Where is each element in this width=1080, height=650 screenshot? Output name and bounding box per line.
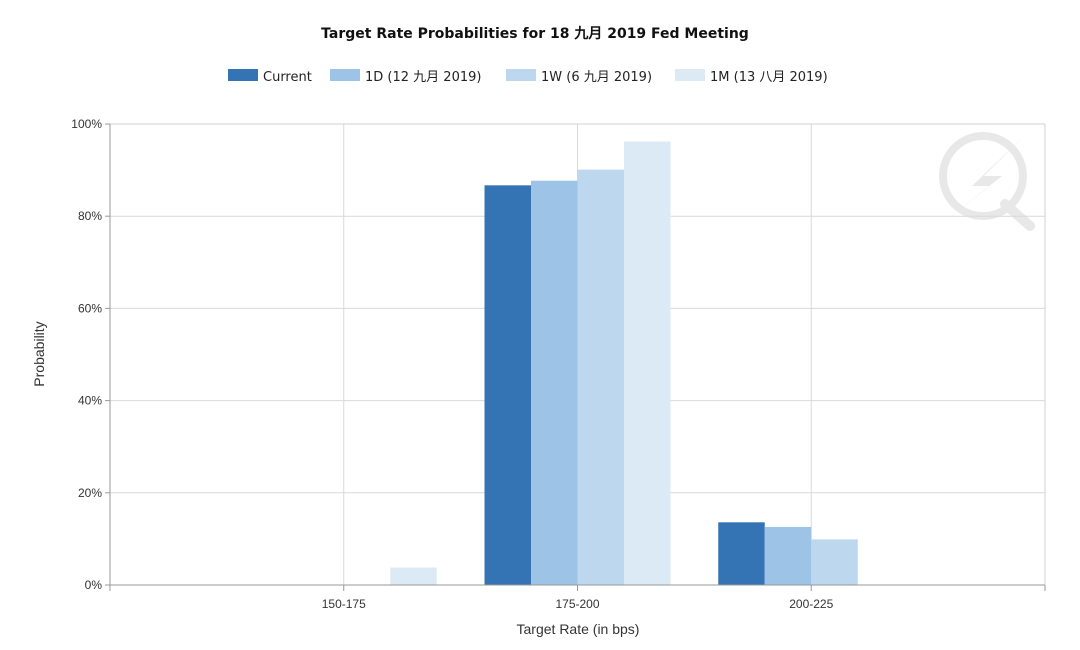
bar <box>764 526 812 585</box>
bar <box>577 169 624 585</box>
x-tick-label: 175-200 <box>555 597 599 611</box>
bar <box>531 180 578 585</box>
legend-label: 1M (13 八月 2019) <box>710 70 828 85</box>
x-axis-label: Target Rate (in bps) <box>517 621 640 637</box>
legend: Current 1D (12 九月 2019) 1W (6 九月 2019) 1M (… <box>228 69 828 85</box>
quote-lightning-logo-icon <box>939 132 1035 231</box>
y-tick-label: 100% <box>71 117 102 131</box>
y-tick-label: 40% <box>78 394 102 408</box>
bar <box>811 539 858 585</box>
y-tick-label: 20% <box>78 486 102 500</box>
legend-item: Current <box>228 69 312 85</box>
bar <box>718 522 765 585</box>
x-axis-ticks: 150-175 175-200 200-225 <box>109 585 1046 611</box>
legend-swatch <box>506 69 536 81</box>
legend-label: 1W (6 九月 2019) <box>541 70 652 85</box>
y-axis-ticks: 0% 20% 40% 60% 80% 100% <box>71 117 110 592</box>
x-tick-label: 150-175 <box>322 597 366 611</box>
legend-item: 1D (12 九月 2019) <box>330 69 481 85</box>
legend-label: Current <box>263 70 312 85</box>
legend-swatch <box>675 69 705 81</box>
legend-label: 1D (12 九月 2019) <box>365 70 481 85</box>
x-tick-label: 200-225 <box>789 597 833 611</box>
chart-title: Target Rate Probabilities for 18 九月 2019… <box>321 26 749 42</box>
y-tick-label: 0% <box>85 578 103 592</box>
bar <box>624 141 671 585</box>
bar <box>390 567 437 585</box>
legend-swatch <box>330 69 360 81</box>
y-axis-label: Probability <box>31 321 47 386</box>
y-tick-label: 80% <box>78 209 102 223</box>
legend-item: 1M (13 八月 2019) <box>675 69 828 85</box>
legend-swatch <box>228 69 258 81</box>
legend-item: 1W (6 九月 2019) <box>506 69 652 85</box>
y-tick-label: 60% <box>78 301 102 315</box>
bar <box>484 185 531 586</box>
bars <box>390 141 858 586</box>
